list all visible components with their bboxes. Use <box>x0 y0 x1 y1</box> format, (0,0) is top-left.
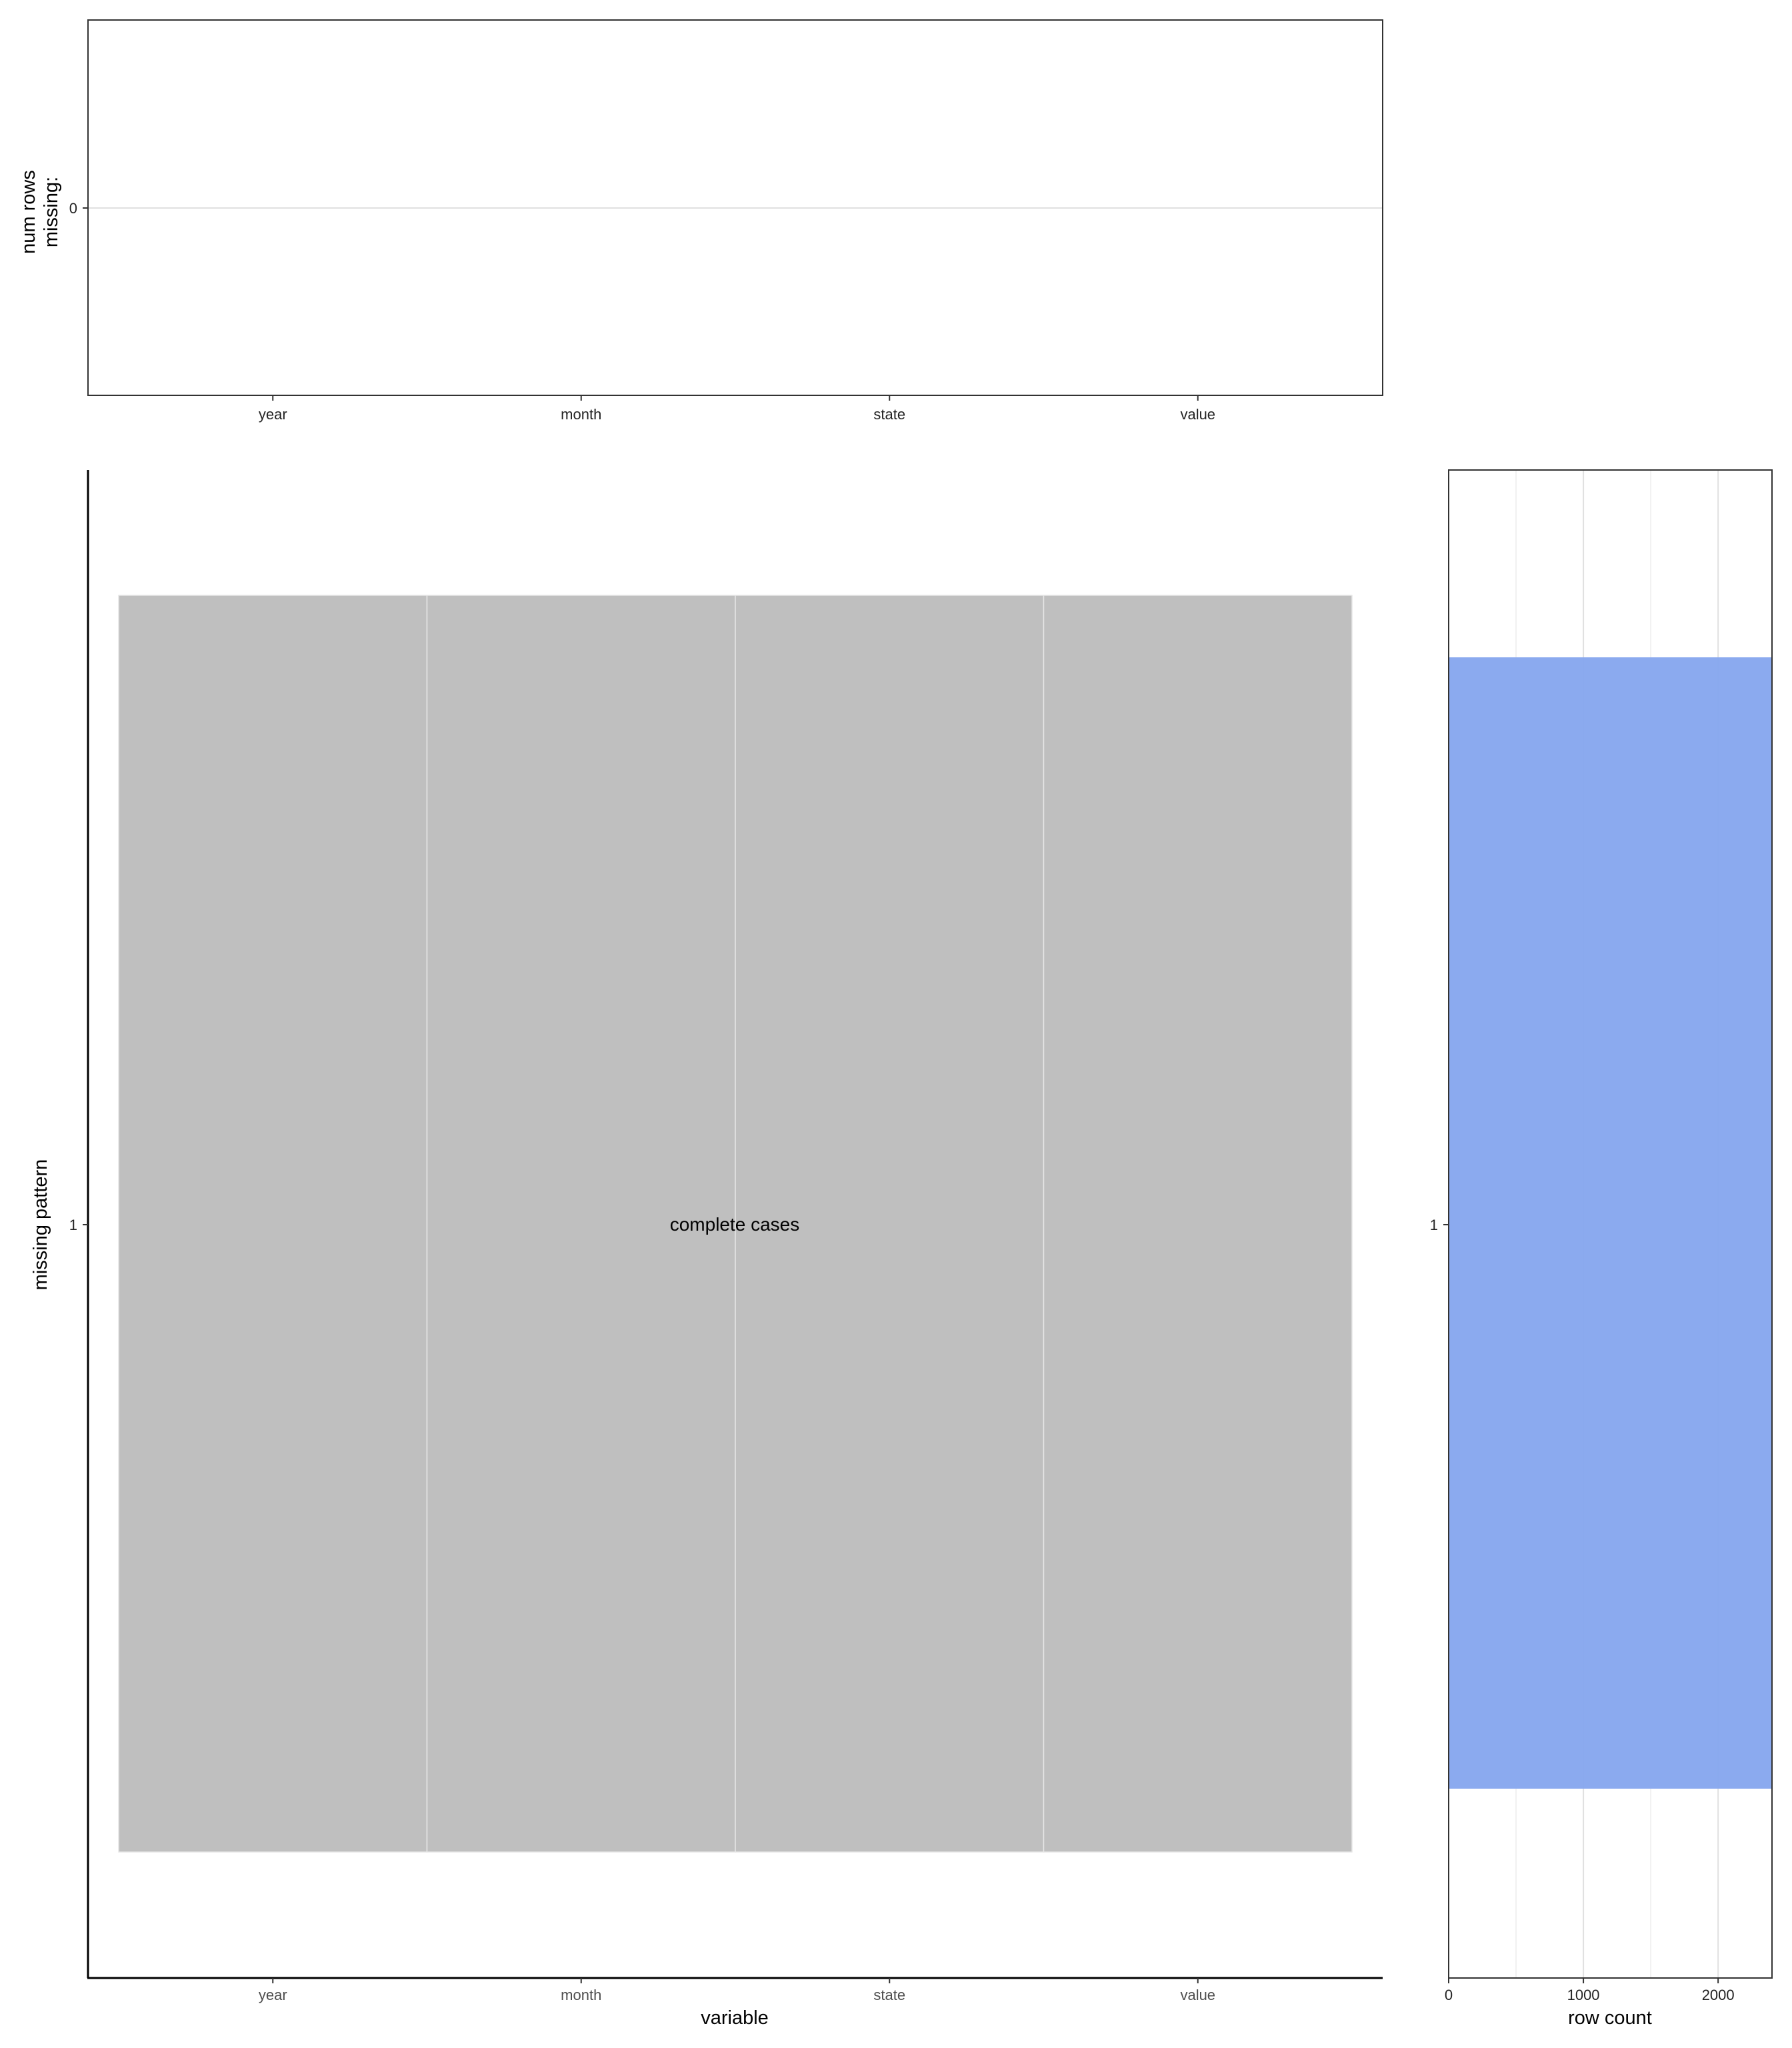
right-x-tick-2000: 2000 <box>1702 1987 1735 2003</box>
top-y-tick-0: 0 <box>69 200 77 217</box>
top-panel: 0 year month state value num rows missing: <box>18 19 1383 423</box>
pattern-cell-month <box>426 595 736 1853</box>
main-y-tick-1: 1 <box>69 1217 77 1233</box>
right-x-tick-1000: 1000 <box>1567 1987 1600 2003</box>
pattern-cell-state <box>735 595 1045 1853</box>
top-x-tick-month: month <box>561 406 601 423</box>
top-x-tick-state: state <box>873 406 905 423</box>
main-x-tick-value: value <box>1180 1987 1215 2003</box>
top-y-axis-title-line1: num rows <box>18 170 39 254</box>
pattern-cell-value <box>1043 595 1353 1853</box>
main-x-tick-month: month <box>561 1987 601 2003</box>
right-panel: 1 0 1000 2000 row count <box>1430 469 1773 2029</box>
main-panel: complete cases 1 year month state value var… <box>30 470 1383 2029</box>
pattern-cells <box>118 595 1353 1853</box>
row-count-bar-1 <box>1449 657 1772 1789</box>
main-x-tick-state: state <box>873 1987 905 2003</box>
row-count-bars <box>1449 657 1772 1789</box>
main-y-axis-title: missing pattern <box>30 1159 51 1291</box>
main-x-ticks: year month state value <box>259 1978 1215 2003</box>
right-x-tick-0: 0 <box>1445 1987 1453 2003</box>
top-y-axis-title-line2: missing: <box>41 177 62 247</box>
row-count-x-ticks: 0 1000 2000 <box>1445 1978 1735 2003</box>
top-x-tick-value: value <box>1180 406 1215 423</box>
main-x-axis-title: variable <box>701 2007 769 2029</box>
main-x-tick-year: year <box>259 1987 287 2003</box>
top-x-tick-year: year <box>259 406 287 423</box>
right-y-tick-1: 1 <box>1430 1217 1438 1233</box>
pattern-cell-year <box>118 595 428 1853</box>
right-x-axis-title: row count <box>1568 2007 1652 2029</box>
complete-cases-label: complete cases <box>670 1214 800 1235</box>
top-x-ticks: year month state value <box>259 395 1215 423</box>
